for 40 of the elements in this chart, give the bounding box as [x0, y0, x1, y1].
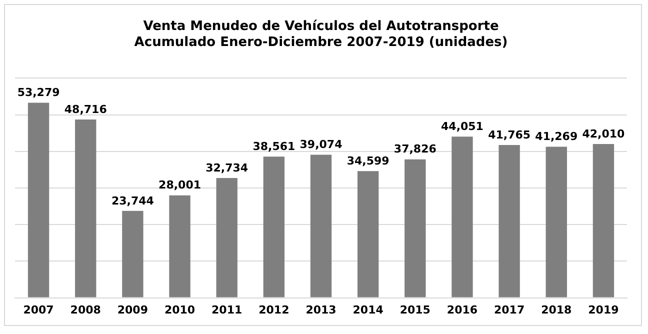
x-tick-label: 2008 [70, 303, 101, 316]
bar [169, 195, 190, 298]
data-label: 48,716 [64, 102, 108, 116]
data-label: 41,269 [535, 130, 578, 144]
data-label: 32,734 [206, 161, 248, 174]
data-label: 34,599 [346, 154, 390, 168]
data-label: 37,826 [394, 142, 437, 156]
x-tick-label: 2009 [117, 303, 148, 316]
x-tick-label: 2013 [306, 303, 336, 316]
x-tick-label: 2012 [258, 303, 290, 316]
data-label: 38,561 [252, 140, 296, 154]
x-tick-label: 2019 [588, 303, 619, 316]
x-tick-label: 2016 [446, 303, 478, 316]
data-label: 41,765 [488, 128, 531, 142]
bar [452, 136, 473, 298]
bar [75, 120, 96, 298]
bar [28, 102, 50, 298]
x-tick-label: 2011 [212, 303, 242, 316]
bar [498, 144, 520, 298]
data-label: 28,001 [158, 178, 201, 192]
data-label: 39,074 [300, 138, 343, 152]
bar [404, 159, 426, 298]
data-label: 23,744 [111, 194, 154, 208]
bar [592, 144, 614, 298]
bar [263, 156, 285, 298]
x-tick-label: 2014 [352, 303, 384, 316]
data-label: 42,010 [582, 127, 626, 140]
x-tick-label: 2007 [23, 303, 54, 316]
bar [310, 154, 332, 298]
data-label: 44,051 [441, 120, 484, 133]
x-tick-label: 2018 [541, 303, 572, 316]
x-tick-label: 2010 [164, 303, 196, 316]
chart-title: Venta Menudeo de Vehículos del Autotransporte Acumulado Enero-Diciembre 2007-2019 (unidades) [134, 19, 508, 50]
bar [216, 178, 238, 298]
x-tick-label: 2017 [494, 303, 525, 316]
bar [122, 210, 144, 298]
bar [546, 146, 567, 298]
x-tick-label: 2015 [400, 303, 430, 316]
bar [357, 171, 379, 298]
data-label: 53,279 [17, 86, 60, 100]
